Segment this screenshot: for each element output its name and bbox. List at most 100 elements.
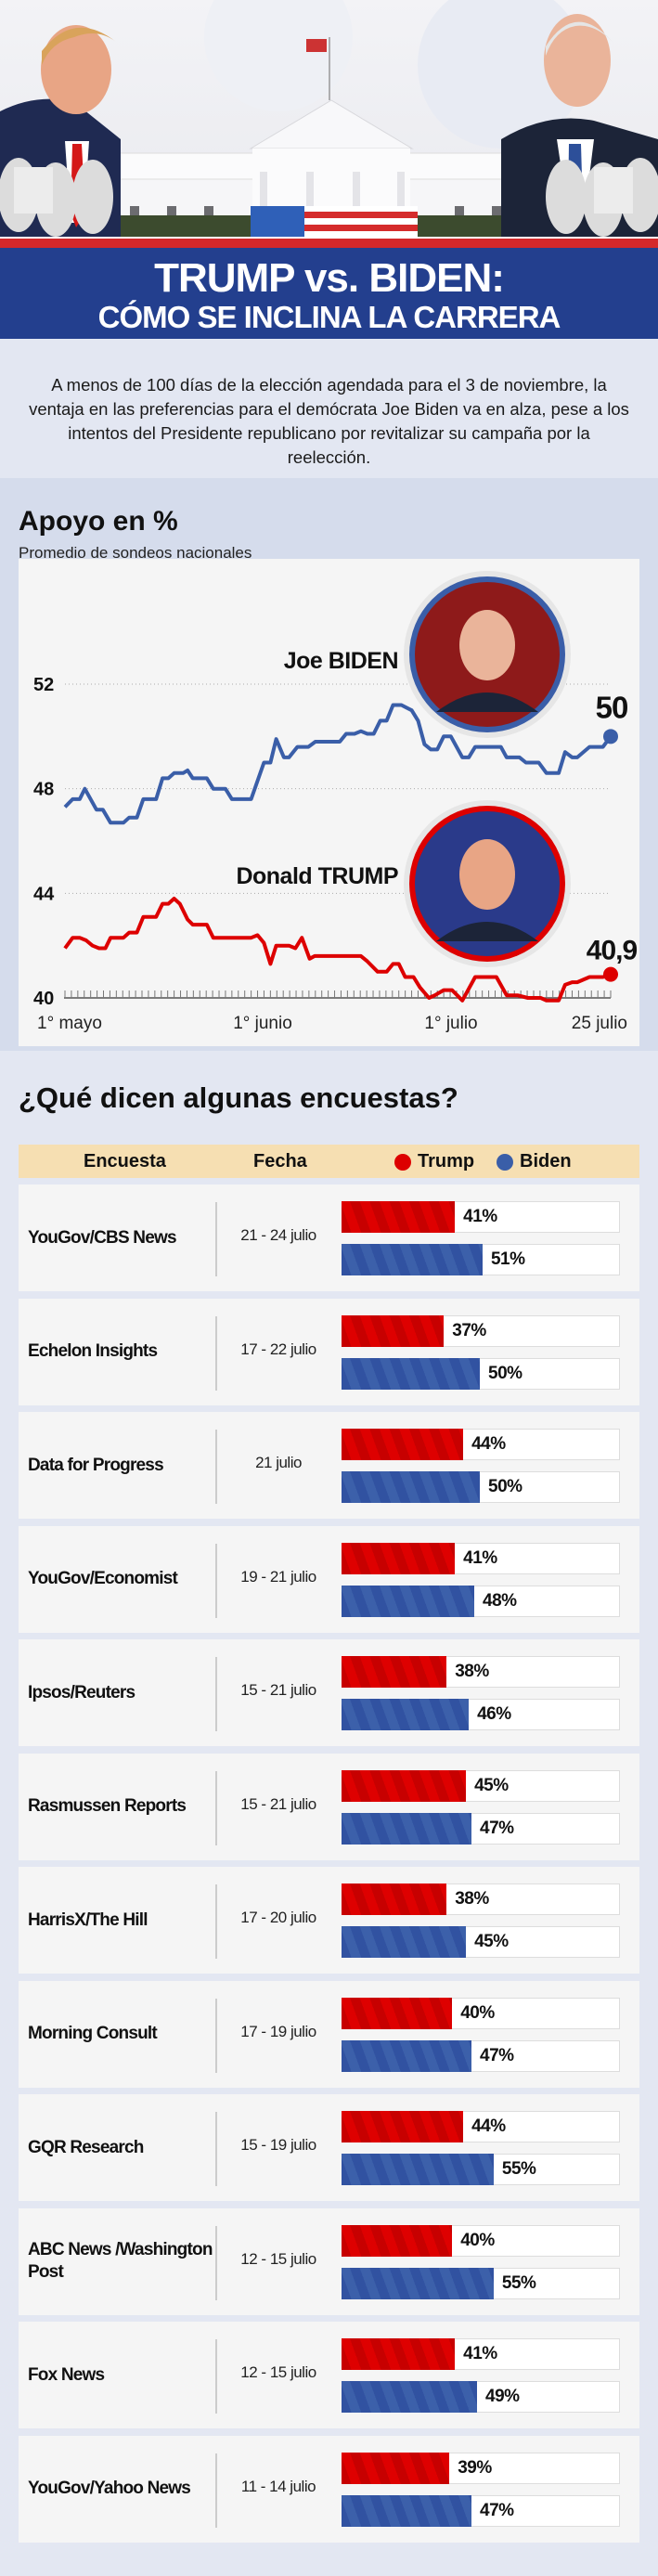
poll-date: 17 - 22 julio [240,1340,316,1358]
biden-bar-fill [342,1585,475,1617]
poll-name: HarrisX/The Hill [28,1909,148,1930]
column-divider [215,1202,217,1276]
series-line-trump [63,897,612,1003]
red-divider-stripe [0,237,658,248]
title-banner: TRUMP vs. BIDEN: CÓMO SE INCLINA LA CARR… [0,248,658,339]
biden-bar-fill [342,1699,470,1730]
poll-row: Fox News 12 - 15 julio 41% 49% [19,2322,639,2428]
column-divider [215,1657,217,1731]
trump-bar-fill [342,2452,450,2484]
polls-table-header: Encuesta Fecha Trump Biden [19,1145,639,1178]
trump-bar-fill [342,1883,447,1915]
legend-trump: Trump [418,1151,475,1171]
x-tick-label: 1° mayo [37,1014,102,1033]
header-date: Fecha [253,1151,307,1171]
poll-date: 11 - 14 julio [240,2477,316,2495]
poll-name: Morning Consult [28,2024,158,2043]
biden-bar-fill [342,2267,494,2299]
biden-bar: 55% [342,2267,620,2299]
biden-pct: 47% [480,1818,514,1838]
poll-row: Rasmussen Reports 15 - 21 julio 45% 47% [19,1753,639,1860]
poll-name: Fox News [28,2364,105,2385]
trump-pct: 44% [471,2116,506,2136]
biden-bar-fill [342,1244,483,1275]
poll-date: 15 - 19 julio [240,2136,316,2154]
biden-bar: 49% [342,2381,620,2413]
poll-name: GQR Research [28,2137,144,2157]
biden-bar-fill [342,1812,472,1845]
legend-biden: Biden [520,1151,572,1171]
poll-row: GQR Research 15 - 19 julio 44% 55% [19,2094,639,2201]
poll-date: 15 - 21 julio [240,1681,316,1699]
series-end-dot [603,729,618,744]
poll-row: YouGov/Economist 19 - 21 julio 41% 48% [19,1525,639,1633]
trump-bar-fill [342,1997,453,2029]
poll-date: 17 - 20 julio [240,1909,316,1926]
column-divider [215,2112,217,2186]
biden-bar-fill [342,2039,472,2072]
biden-pct: 50% [488,1477,523,1496]
column-divider [215,1543,217,1618]
trump-bar-fill [342,2111,464,2142]
poll-name: YouGov/Yahoo News [28,2479,191,2498]
header-poll: Encuesta [84,1151,166,1171]
biden-bar: 45% [342,1926,620,1958]
trump-face-icon [459,839,515,910]
series-end-label: 50 [596,690,628,724]
biden-legend-dot-icon [497,1154,513,1171]
biden-bar-fill [342,1357,480,1390]
series-name-label: Donald TRUMP [236,863,398,889]
trump-bar: 39% [342,2452,620,2484]
trump-bar: 41% [342,1201,620,1233]
trump-bar: 44% [342,1429,620,1460]
series-end-label: 40,9 [587,936,638,966]
trump-pct: 45% [474,1775,509,1795]
trump-suit-icon [436,922,538,941]
trump-bar-fill [342,1314,445,1347]
column-divider [215,1770,217,1845]
trump-pct: 38% [455,1662,489,1681]
poll-row: Echelon Insights 17 - 22 julio 37% 50% [19,1298,639,1405]
intro-paragraph: A menos de 100 días de la elección agend… [0,339,658,478]
poll-name: Echelon Insights [28,1341,158,1361]
trump-pct: 39% [458,2457,492,2478]
y-tick-label: 44 [33,884,55,904]
biden-bar: 51% [342,1244,620,1275]
y-tick-label: 52 [33,675,54,695]
biden-bar-fill [342,1926,467,1958]
poll-row: Data for Progress 21 julio 44% 50% [19,1412,639,1519]
trump-pct: 37% [452,1320,486,1340]
y-tick-label: 48 [33,780,54,800]
trump-pct: 40% [460,2002,495,2023]
trump-bar: 40% [342,2224,620,2257]
biden-pct: 55% [501,2159,536,2179]
trump-pct: 40% [460,2230,495,2250]
biden-bar: 50% [342,1471,620,1503]
poll-row: Ipsos/Reuters 15 - 21 julio 38% 46% [19,1639,639,1746]
trump-bar-fill [342,1201,456,1233]
line-chart: 40 44 48 52 1° mayo 1° junio 1° julio 25 julio 5… [33,571,639,1033]
chart-subtitle: Promedio de sondeos nacionales [19,544,252,562]
poll-name: Ipsos/Reuters [28,1682,135,1702]
x-tick-label: 25 julio [572,1014,627,1033]
biden-bar: 47% [342,1812,620,1845]
biden-bar: 47% [342,2039,620,2072]
poll-row: YouGov/Yahoo News 11 - 14 julio 39% 47% [19,2435,639,2543]
poll-name: YouGov/Economist [28,1569,178,1588]
poll-row: YouGov/CBS News 21 - 24 julio 41% 51% [19,1184,639,1291]
biden-bar-fill [342,2381,478,2413]
poll-date: 12 - 15 julio [240,2249,316,2268]
poll-row: Morning Consult 17 - 19 julio 40% 47% [19,1980,639,2088]
biden-pct: 47% [480,2500,514,2520]
biden-pct: 47% [480,2045,514,2065]
trump-bar-fill [342,1429,464,1460]
poll-row: ABC News /Washington Post 12 - 15 julio 40… [19,2207,639,2315]
series-end-dot [603,966,618,982]
trump-bar: 41% [342,2338,620,2370]
trump-pct: 44% [471,1434,506,1454]
poll-name: ABC News /Washington Post [28,2240,213,2282]
biden-bar-fill [342,2494,472,2527]
poll-date: 21 julio [255,1454,302,1471]
flag-icon [251,206,418,237]
poll-date: 15 - 21 julio [240,1794,316,1813]
